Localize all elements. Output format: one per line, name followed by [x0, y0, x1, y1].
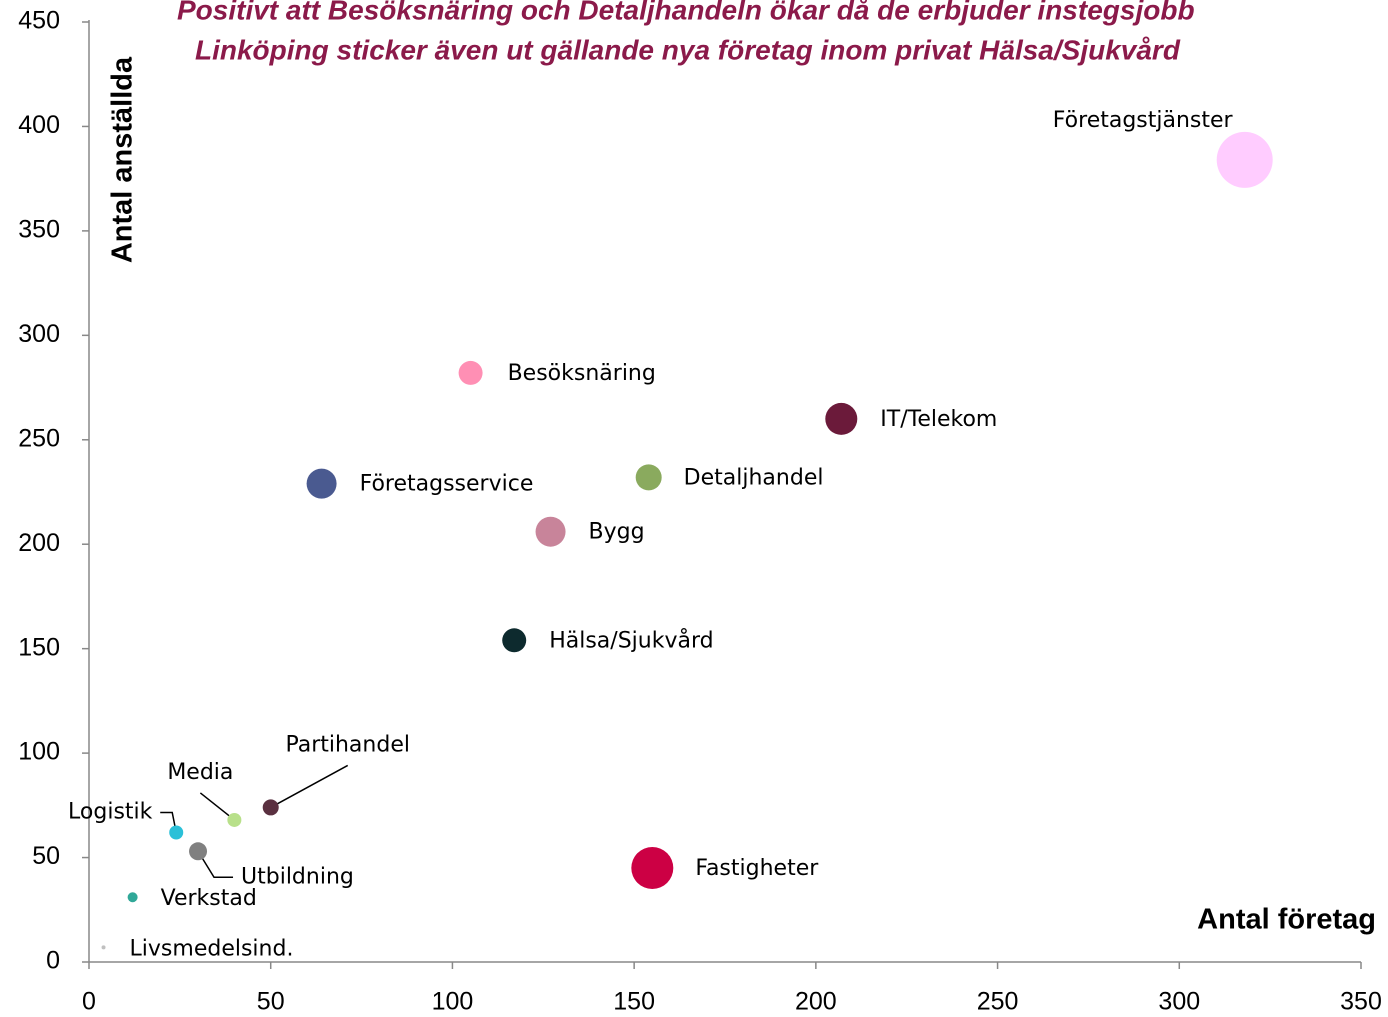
bubble: [306, 468, 337, 499]
point-label: Hälsa/Sjukvård: [549, 627, 713, 653]
bubble: [127, 892, 138, 903]
x-tick-label: 200: [795, 988, 837, 1016]
point-label: Detaljhandel: [684, 465, 824, 490]
y-tick-label: 150: [18, 633, 60, 661]
y-tick-label: 50: [32, 842, 60, 870]
point-label: Företagsservice: [360, 472, 534, 497]
y-tick-label: 300: [18, 320, 60, 348]
point-label: Media: [167, 760, 233, 785]
point-label: Besöksnäring: [508, 361, 656, 386]
bubble: [825, 402, 858, 435]
point-label: Verkstad: [161, 886, 257, 911]
y-tick-label: 400: [18, 111, 60, 139]
x-tick-label: 50: [257, 988, 285, 1016]
title-line: Positivt att Besöksnäring och Detaljhand…: [177, 0, 1195, 25]
y-tick-label: 350: [18, 215, 60, 243]
point-label: Utbildning: [241, 864, 354, 889]
point-label: Partihandel: [285, 732, 410, 757]
point-label: Livsmedelsind.: [130, 936, 294, 961]
y-axis-label: Antal anställda: [107, 56, 139, 263]
bubble: [1216, 131, 1273, 188]
y-tick-label: 0: [46, 947, 60, 975]
point-label: Fastigheter: [695, 856, 819, 881]
bubble: [262, 799, 279, 816]
point-label: Bygg: [589, 520, 645, 545]
bubble: [189, 842, 208, 861]
x-tick-label: 250: [977, 988, 1019, 1016]
point-label: Logistik: [68, 799, 153, 824]
x-tick-label: 300: [1158, 988, 1200, 1016]
bubble: [458, 360, 483, 385]
y-tick-label: 250: [18, 424, 60, 452]
bubble: [101, 945, 106, 950]
x-tick-label: 0: [82, 988, 96, 1016]
y-tick-label: 200: [18, 529, 60, 557]
bubble: [169, 825, 184, 840]
point-label: IT/Telekom: [880, 407, 997, 432]
bubble: [227, 812, 242, 827]
leader-line: [270, 764, 349, 809]
leader-line: [197, 850, 234, 879]
leader-line: [199, 792, 235, 821]
x-tick-label: 150: [613, 988, 655, 1016]
point-label: Företagstjänster: [1053, 108, 1234, 133]
bubble: [535, 516, 566, 547]
y-tick-label: 100: [18, 738, 60, 766]
bubble: [635, 464, 662, 491]
bubble: [502, 628, 527, 653]
x-tick-label: 350: [1340, 988, 1382, 1016]
y-tick-label: 450: [18, 7, 60, 35]
bubble: [631, 847, 674, 889]
x-axis-label: Antal företag: [1197, 904, 1376, 936]
title-line: Linköping sticker även ut gällande nya f…: [195, 34, 1181, 65]
x-tick-label: 100: [432, 988, 474, 1016]
